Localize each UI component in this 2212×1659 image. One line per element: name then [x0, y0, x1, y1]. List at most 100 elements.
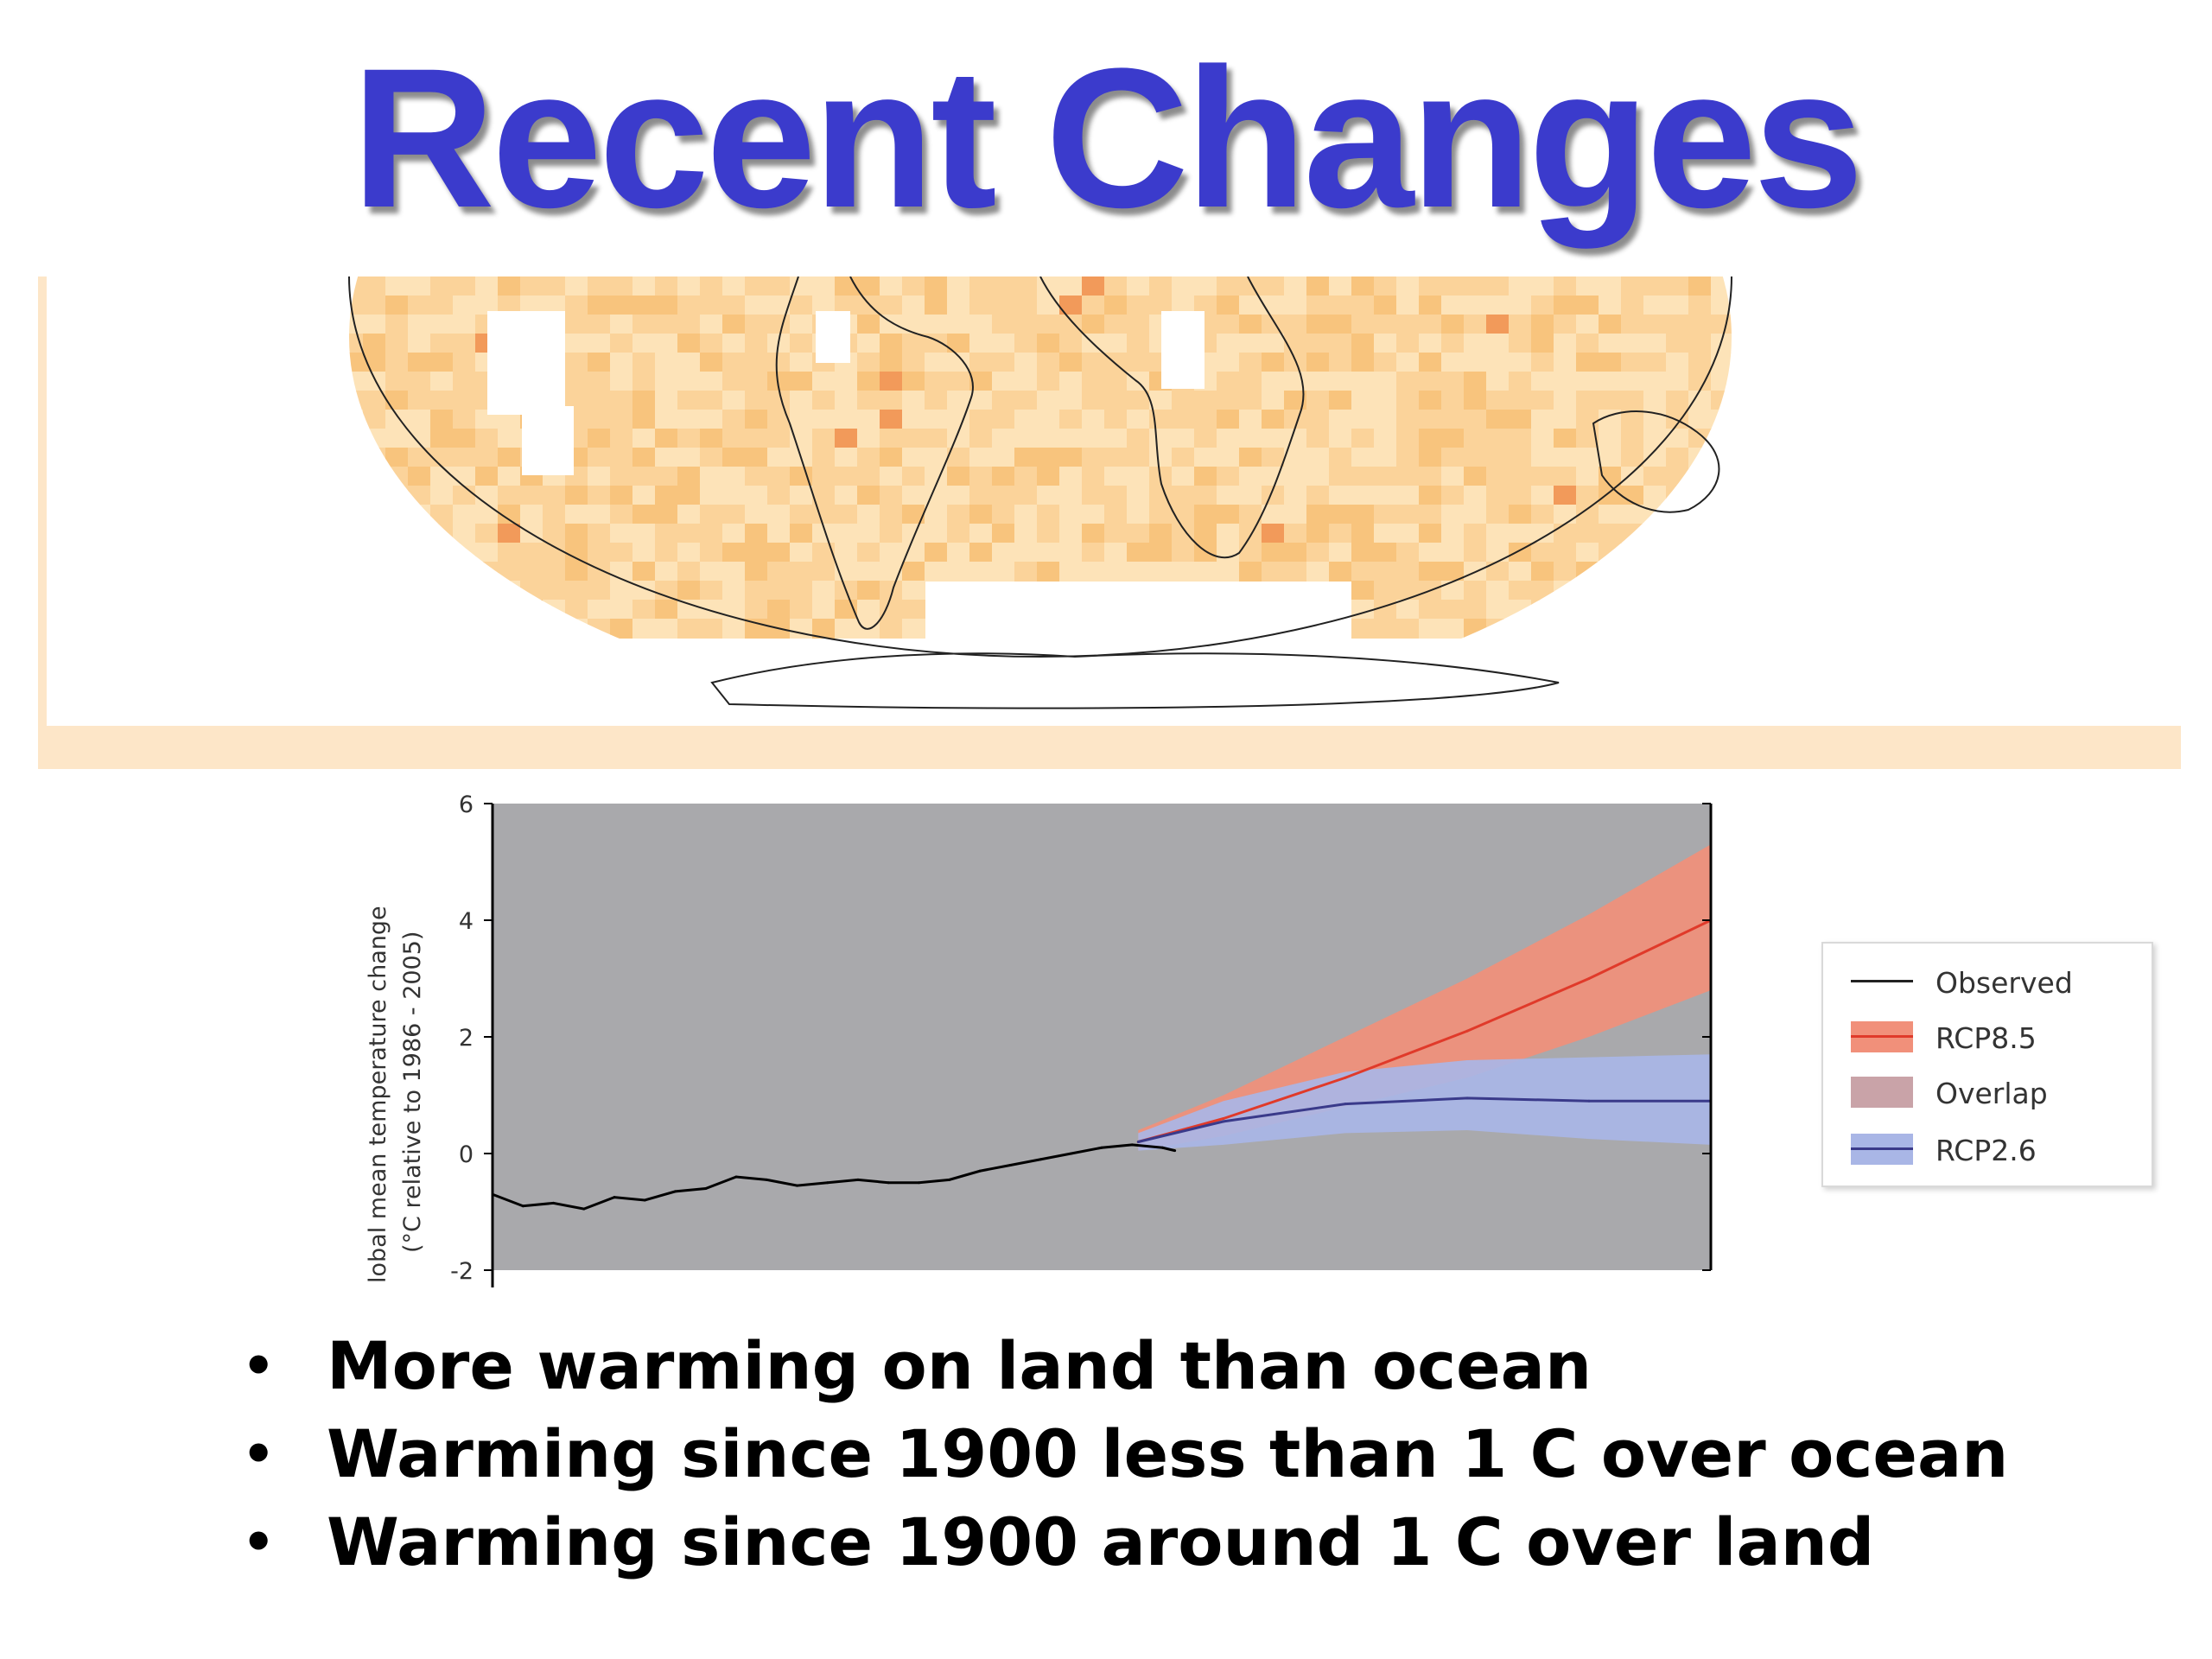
map-cell — [1127, 524, 1150, 543]
map-cell — [453, 391, 476, 410]
map-cell — [408, 276, 431, 296]
map-cell — [1688, 581, 1712, 601]
map-cell — [700, 467, 723, 486]
map-cell — [1599, 372, 1622, 391]
map-cell — [722, 467, 746, 486]
map-cell — [700, 562, 723, 582]
map-cell — [588, 391, 611, 410]
map-cell — [835, 543, 858, 563]
map-cell — [498, 619, 521, 639]
map-cell — [767, 448, 791, 467]
map-cell — [1599, 524, 1622, 543]
map-cell — [835, 505, 858, 524]
map-cell — [349, 391, 364, 410]
map-cell — [857, 276, 880, 296]
map-cell — [498, 562, 521, 582]
map-cell — [790, 353, 813, 372]
map-cell — [430, 429, 454, 448]
map-cell — [1576, 467, 1599, 486]
map-cell — [565, 334, 588, 353]
map-cell — [1576, 353, 1599, 372]
map-cell — [610, 524, 633, 543]
map-cell — [1711, 486, 1732, 505]
map-cell — [588, 315, 611, 334]
map-cell — [1014, 505, 1038, 524]
map-cell — [385, 391, 409, 410]
map-cell — [1306, 505, 1330, 524]
map-cell — [1014, 410, 1038, 429]
map-cell — [385, 315, 409, 334]
map-cell — [745, 486, 768, 505]
map-cell — [520, 600, 543, 620]
map-cell — [925, 372, 948, 391]
map-cell — [677, 543, 701, 563]
map-cell — [1014, 429, 1038, 448]
map-cell — [475, 600, 499, 620]
map-cell — [1149, 505, 1173, 524]
map-cell — [1509, 486, 1532, 505]
map-cell — [902, 276, 925, 296]
map-cell — [1329, 334, 1352, 353]
map-cell — [1554, 410, 1577, 429]
map-cell — [655, 581, 678, 601]
map-cell — [1733, 467, 1757, 486]
map-cell — [812, 448, 836, 467]
map-cell — [385, 543, 409, 563]
data-point-observed — [1100, 1146, 1103, 1149]
map-cell — [1172, 467, 1195, 486]
map-cell — [363, 486, 386, 505]
map-cell — [1374, 296, 1397, 315]
map-cell — [349, 296, 364, 315]
map-cell — [1037, 562, 1060, 582]
map-cell — [1284, 276, 1307, 296]
map-cell — [1217, 296, 1240, 315]
map-cell — [857, 467, 880, 486]
map-cell — [385, 486, 409, 505]
map-cell — [1576, 524, 1599, 543]
map-cell — [349, 562, 364, 582]
map-cell — [902, 429, 925, 448]
map-cell — [632, 467, 656, 486]
map-cell — [632, 562, 656, 582]
map-cell — [1441, 524, 1465, 543]
map-cell — [925, 296, 948, 315]
map-cell — [1082, 296, 1105, 315]
map-cell — [947, 372, 970, 391]
map-cell — [677, 391, 701, 410]
temperature-plot: 6 4 2 0 -2 — [450, 791, 1713, 1287]
map-cell — [1666, 429, 1689, 448]
map-cell — [1733, 524, 1757, 543]
map-cell — [363, 391, 386, 410]
map-cell — [588, 543, 611, 563]
map-cell — [745, 296, 768, 315]
map-cell — [790, 600, 813, 620]
map-cell — [947, 524, 970, 543]
map-cell — [1666, 391, 1689, 410]
data-point-observed — [796, 1184, 798, 1187]
map-cell — [1172, 276, 1195, 296]
map-cell — [1239, 276, 1262, 296]
map-cell — [1374, 276, 1397, 296]
map-cell — [969, 353, 993, 372]
map-cell — [520, 276, 543, 296]
map-cell — [1374, 543, 1397, 563]
map-cell — [1531, 353, 1554, 372]
map-cell — [655, 505, 678, 524]
map-cell — [1576, 619, 1599, 639]
map-cell — [475, 467, 499, 486]
map-cell — [880, 467, 903, 486]
map-cell — [1374, 467, 1397, 486]
map-cell — [1396, 372, 1420, 391]
map-cell — [925, 353, 948, 372]
map-cell — [1306, 467, 1330, 486]
map-cell — [767, 467, 791, 486]
band-rcp26 — [1138, 1054, 1711, 1151]
map-cell — [632, 486, 656, 505]
map-cell — [1014, 334, 1038, 353]
map-cell — [363, 315, 386, 334]
map-cell — [543, 619, 566, 639]
map-cell — [349, 619, 364, 639]
map-cell — [632, 543, 656, 563]
data-point-rcp26 — [1136, 1141, 1140, 1143]
map-cell — [992, 429, 1015, 448]
